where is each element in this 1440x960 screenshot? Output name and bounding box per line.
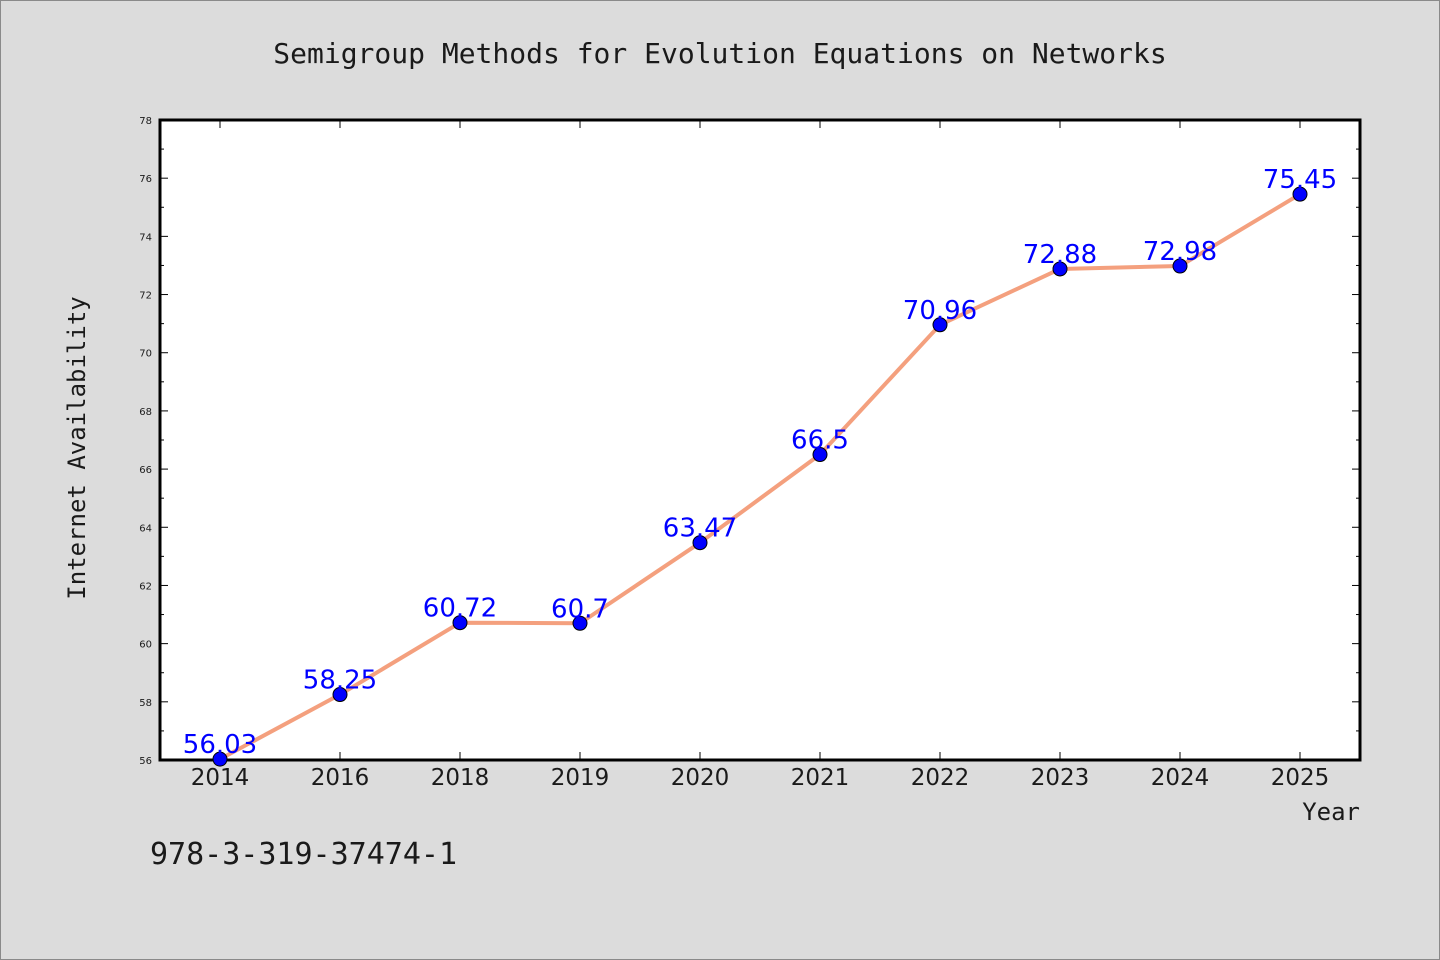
- x-axis: 2014 2016 2018 2019 2020 2021 2022 2023 2024 2025: [191, 120, 1330, 791]
- data-label: 72.88: [1023, 240, 1097, 270]
- data-point: [812, 447, 828, 463]
- y-tick-label: 66: [139, 465, 152, 476]
- y-axis: 56 58 60 62 64 66 68 70 72 74 76 78: [139, 116, 1360, 767]
- y-tick-label: 56: [139, 756, 152, 767]
- x-tick-label: 2014: [191, 765, 250, 791]
- y-tick-label: 60: [139, 640, 152, 651]
- x-axis-label: Year: [1302, 798, 1360, 826]
- data-label-group: 56.03 58.25 60.72 60.7 63.47 66.5 70.96 72.88 72…: [183, 165, 1337, 760]
- data-label: 75.45: [1263, 165, 1337, 195]
- data-label: 72.98: [1143, 237, 1217, 267]
- y-axis-label: Internet Availability: [63, 296, 91, 599]
- marker-group: [212, 186, 1308, 767]
- x-tick-label: 2019: [551, 765, 610, 791]
- data-label: 60.72: [423, 594, 497, 624]
- x-tick-label: 2025: [1271, 765, 1330, 791]
- y-tick-label: 76: [139, 174, 152, 185]
- chart-title: Semigroup Methods for Evolution Equation…: [273, 37, 1166, 70]
- y-tick-label: 74: [139, 232, 152, 243]
- y-tick-label: 62: [139, 581, 152, 592]
- data-label: 70.96: [903, 296, 977, 326]
- y-tick-label: 64: [139, 523, 152, 534]
- data-label: 58.25: [303, 666, 377, 696]
- data-label: 60.7: [551, 594, 609, 624]
- data-point: [572, 615, 588, 631]
- series-line: [218, 192, 1302, 762]
- data-point: [932, 317, 948, 333]
- data-label: 66.5: [791, 426, 849, 456]
- y-tick-label: 72: [139, 291, 152, 302]
- x-tick-label: 2023: [1031, 765, 1090, 791]
- data-point: [1292, 186, 1308, 202]
- y-tick-label: 78: [139, 116, 152, 127]
- series-line-group: [218, 192, 1302, 762]
- data-point: [1052, 261, 1068, 277]
- data-point: [212, 751, 228, 767]
- isbn-footer: 978-3-319-37474-1: [150, 837, 457, 872]
- data-point: [452, 615, 468, 631]
- data-point: [1172, 258, 1188, 274]
- x-tick-label: 2021: [791, 765, 850, 791]
- y-tick-label: 58: [139, 698, 152, 709]
- x-tick-label: 2020: [671, 765, 730, 791]
- plot-area: [158, 118, 1362, 762]
- x-tick-label: 2016: [311, 765, 370, 791]
- x-tick-label: 2024: [1151, 765, 1210, 791]
- data-point: [332, 687, 348, 703]
- data-label: 63.47: [663, 514, 737, 544]
- x-tick-label: 2018: [431, 765, 490, 791]
- y-tick-label: 70: [139, 349, 152, 360]
- y-tick-label: 68: [139, 407, 152, 418]
- data-label: 56.03: [183, 730, 257, 760]
- data-point: [692, 535, 708, 551]
- x-tick-label: 2022: [911, 765, 970, 791]
